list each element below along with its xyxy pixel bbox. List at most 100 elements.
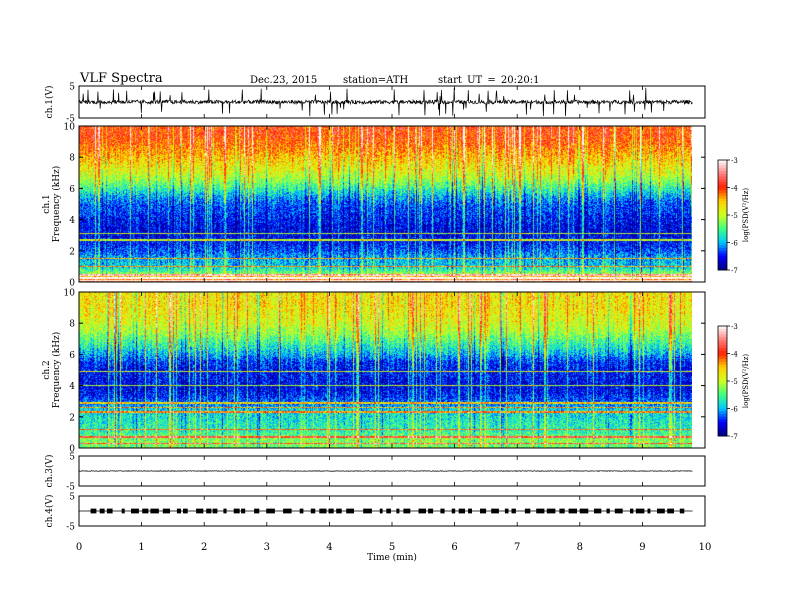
colorbar-swatch: [718, 168, 727, 172]
colorbar-swatch: [718, 392, 727, 396]
colorbar-ch2-label: log(PSD(V²/Hz): [742, 354, 750, 409]
colorbar-swatch: [718, 264, 727, 268]
x-tick-label: 1: [138, 542, 144, 553]
colorbar-swatch: [718, 389, 727, 393]
colorbar-swatch: [718, 253, 727, 257]
colorbar-tick-label: -7: [731, 433, 738, 441]
x-tick-label: 6: [451, 542, 457, 553]
colorbar-swatch: [718, 397, 727, 401]
y-tick-label: 0: [69, 279, 75, 289]
colorbar-swatch: [718, 220, 727, 224]
colorbar-swatch: [718, 182, 727, 186]
ch3-waveform-trace: [78, 470, 693, 472]
colorbar-swatch: [718, 334, 727, 338]
ch3-waveform-trace-group: [78, 470, 693, 472]
colorbar-ch1-label: log(PSD(V²/Hz): [742, 188, 750, 243]
colorbar-swatch: [718, 165, 727, 169]
x-tick-label: 3: [264, 542, 270, 553]
y-tick-label: 8: [69, 320, 75, 330]
colorbar-tick-label: -6: [731, 406, 738, 414]
colorbar-tick-label: -5: [731, 378, 738, 386]
y-tick-label: 5: [69, 493, 75, 503]
colorbar-tick-label: -4: [731, 185, 738, 193]
colorbar-swatch: [718, 353, 727, 357]
station-label: station=ATH: [343, 75, 409, 86]
y-tick-label: -5: [66, 523, 75, 533]
x-tick-label: 7: [514, 542, 520, 553]
y-tick-label: 8: [69, 154, 75, 164]
colorbar-swatch: [718, 259, 727, 263]
y-tick-label: 4: [69, 216, 75, 226]
y-tick-label: 6: [69, 351, 75, 361]
colorbar-tick-label: -5: [731, 212, 738, 220]
colorbar-tick-label: -7: [731, 267, 738, 275]
colorbar-swatch: [718, 242, 727, 246]
colorbar-swatch: [718, 198, 727, 202]
colorbar-swatch: [718, 171, 727, 175]
colorbar-swatch: [718, 217, 727, 221]
colorbar-swatch: [718, 326, 727, 330]
ch4-waveform-ylabel: ch.4(V): [44, 495, 55, 528]
ch1-waveform-ylabel: ch.1(V): [44, 86, 55, 119]
colorbar-swatch: [718, 331, 727, 335]
ch2-spectrogram-ylabel: Frequency (kHz): [51, 332, 62, 409]
start-time-label: start UT = 20:20:1: [438, 75, 540, 86]
x-tick-label: 5: [389, 542, 395, 553]
colorbar-swatch: [718, 193, 727, 197]
y-tick-label: 10: [64, 123, 76, 133]
colorbar-swatch: [718, 433, 727, 437]
colorbar-swatch: [718, 339, 727, 343]
colorbar-swatch: [718, 394, 727, 398]
colorbar-swatch: [718, 359, 727, 363]
colorbar-swatch: [718, 430, 727, 434]
y-tick-label: -5: [66, 483, 75, 493]
colorbar-swatch: [718, 206, 727, 210]
ch1-waveform-trace-group: [78, 87, 693, 117]
colorbar-swatch: [718, 342, 727, 346]
colorbar-swatch: [718, 223, 727, 227]
colorbar-swatch: [718, 350, 727, 354]
colorbar-swatch: [718, 201, 727, 205]
x-tick-label: 10: [699, 542, 712, 553]
colorbar-swatch: [718, 184, 727, 188]
colorbar-swatch: [718, 370, 727, 374]
colorbar-swatch: [718, 381, 727, 385]
colorbar-tick-label: -3: [731, 323, 738, 331]
colorbar-tick-label: -6: [731, 240, 738, 248]
colorbar-swatch: [718, 375, 727, 379]
y-tick-label: 0: [69, 445, 75, 455]
colorbar-swatch: [718, 209, 727, 213]
colorbar-swatch: [718, 256, 727, 260]
colorbar-swatch: [718, 234, 727, 238]
colorbar-swatch: [718, 248, 727, 252]
x-tick-label: 9: [639, 542, 645, 553]
y-tick-label: 4: [69, 382, 75, 392]
colorbar-swatch: [718, 328, 727, 332]
colorbar-swatch: [718, 383, 727, 387]
y-tick-label: 2: [69, 413, 75, 423]
colorbar-swatch: [718, 173, 727, 177]
colorbar-swatch: [718, 187, 727, 191]
colorbar-tick-label: -4: [731, 351, 738, 359]
y-tick-label: 5: [69, 83, 75, 93]
ch4-waveform-trace: [79, 508, 693, 514]
x-tick-label: 4: [326, 542, 332, 553]
colorbar-swatch: [718, 176, 727, 180]
colorbar-swatch: [718, 231, 727, 235]
colorbar-swatch: [718, 364, 727, 368]
colorbar-swatch: [718, 367, 727, 371]
colorbar-swatch: [718, 226, 727, 230]
y-tick-label: 10: [64, 289, 76, 299]
colorbar-swatch: [718, 337, 727, 341]
colorbar-swatch: [718, 414, 727, 418]
x-tick-label: 0: [76, 542, 82, 553]
ch1-spectrogram-ylabel: Frequency (kHz): [51, 166, 62, 243]
colorbar-swatch: [718, 422, 727, 426]
ch1-spectrogram-channel-label: ch.1: [42, 194, 52, 213]
colorbar-swatch: [718, 356, 727, 360]
colorbar-swatch: [718, 361, 727, 365]
colorbar-swatch: [718, 237, 727, 241]
date-label: Dec.23, 2015: [250, 75, 318, 86]
colorbar-swatch: [718, 403, 727, 407]
